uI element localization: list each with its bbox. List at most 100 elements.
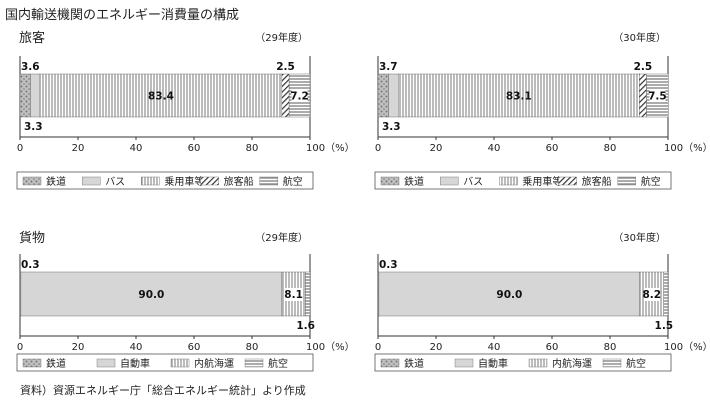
data-label: 90.0 — [138, 289, 164, 301]
data-label-bg — [291, 89, 308, 103]
bar-segment — [388, 73, 399, 118]
legend-label: バス — [463, 176, 483, 188]
legend-label: 航空 — [626, 357, 646, 370]
tick-label: 80 — [246, 143, 259, 154]
data-label: 8.2 — [642, 289, 661, 301]
bar-segment — [19, 73, 31, 118]
legend-label: 旅客船 — [224, 175, 254, 188]
tick-label: 40 — [488, 342, 501, 353]
legend-label: 航空 — [641, 175, 661, 188]
tick-label: 40 — [488, 143, 501, 154]
tick-label: 80 — [604, 342, 617, 353]
data-label: 83.4 — [148, 91, 174, 103]
legend-swatch — [380, 176, 400, 186]
tick-label: 100（%） — [664, 341, 710, 353]
legend: 鉄道 バス 乗用車等 旅客船 航空 — [16, 171, 314, 190]
data-label: 8.1 — [284, 289, 303, 301]
data-label: 3.7 — [379, 61, 398, 73]
bar-segment — [305, 271, 311, 317]
data-label: 2.5 — [276, 61, 295, 73]
legend-swatch — [96, 358, 116, 368]
legend-label: 航空 — [268, 357, 288, 370]
legend: 鉄道 バス 乗用車等 旅客船 航空 — [374, 171, 672, 190]
page-title: 国内輸送機関のエネルギー消費量の構成 — [5, 8, 240, 23]
legend-label: 内航海運 — [194, 357, 234, 370]
legend-swatch — [499, 176, 518, 186]
legend-swatch — [259, 176, 278, 186]
bar-segment — [281, 73, 290, 118]
data-label-bg — [285, 288, 302, 301]
legend-label: 航空 — [283, 175, 303, 188]
period-label: （30年度） — [613, 231, 666, 244]
section-label: 旅客 — [19, 30, 45, 46]
bar-segment — [20, 271, 283, 317]
chart-panel: （30年度） 0 20 40 60 80 100（%） 0.3 90.0 8.2 1.5 鉄道 自動車 内… — [374, 231, 710, 372]
data-label: 83.1 — [506, 91, 532, 103]
legend-swatch — [22, 176, 42, 186]
legend-swatch — [141, 176, 160, 186]
tick-label: 80 — [246, 342, 259, 353]
legend-label: 鉄道 — [404, 357, 424, 370]
legend-swatch — [380, 358, 400, 368]
source-note: 資料）資源エネルギー庁「総合エネルギー統計」より作成 — [20, 384, 306, 397]
legend-label: 内航海運 — [552, 357, 592, 370]
bar-segment — [378, 271, 641, 317]
tick-label: 60 — [546, 143, 559, 154]
legend-label: 乗用車等 — [522, 175, 562, 188]
tick-label: 0 — [375, 143, 381, 154]
tick-label: 100（%） — [306, 341, 355, 353]
legend: 鉄道 自動車 内航海運 航空 — [374, 353, 672, 372]
chart-panel: 貨物 （29年度） 0 20 40 60 80 100（%） 0.3 90.0 8.1 1.6 鉄道 自動… — [16, 230, 355, 372]
legend-swatch — [170, 358, 190, 368]
section-label: 貨物 — [19, 230, 45, 246]
legend-label: 鉄道 — [46, 357, 66, 370]
legend-swatch — [22, 358, 42, 368]
legend-swatch — [454, 358, 474, 368]
legend-label: 乗用車等 — [164, 175, 204, 188]
tick-label: 100（%） — [664, 142, 710, 154]
legend-label: 鉄道 — [46, 175, 66, 188]
legend-label: 自動車 — [478, 357, 508, 370]
data-label-bg — [643, 288, 660, 301]
legend-swatch — [617, 176, 636, 186]
tick-label: 0 — [17, 342, 23, 353]
bar-segment — [30, 73, 41, 118]
tick-label: 20 — [72, 342, 85, 353]
legend-box — [16, 353, 314, 372]
tick-label: 0 — [17, 143, 23, 154]
tick-label: 60 — [546, 342, 559, 353]
tick-label: 100（%） — [306, 142, 355, 154]
data-label: 2.5 — [634, 61, 653, 73]
chart-panel: （30年度） 0 20 40 60 80 100（%） 3.7 3.3 83.1 2.5 7.5 鉄道 バ… — [374, 31, 710, 190]
data-label-bg — [649, 89, 666, 103]
data-label: 7.5 — [648, 91, 667, 103]
period-label: （29年度） — [255, 31, 308, 44]
bar-segment — [663, 271, 669, 317]
tick-label: 60 — [188, 342, 201, 353]
data-label: 7.2 — [290, 91, 309, 103]
data-label: 0.3 — [379, 259, 398, 271]
legend-swatch — [440, 176, 459, 186]
bar-segment — [398, 73, 640, 118]
data-label: 3.3 — [382, 121, 401, 133]
tick-label: 80 — [604, 143, 617, 154]
data-label: 1.5 — [655, 320, 674, 332]
period-label: （30年度） — [613, 31, 666, 44]
bar-segment — [639, 73, 647, 118]
tick-label: 20 — [430, 342, 443, 353]
legend-label: 自動車 — [120, 357, 150, 370]
legend-label: バス — [105, 176, 125, 188]
period-label: （29年度） — [255, 231, 308, 244]
data-label: 1.6 — [296, 320, 315, 332]
data-label: 90.0 — [496, 289, 522, 301]
tick-label: 60 — [188, 143, 201, 154]
tick-label: 20 — [430, 143, 443, 154]
legend-label: 鉄道 — [404, 175, 424, 188]
legend-swatch — [200, 176, 219, 186]
data-label: 3.3 — [24, 121, 43, 133]
tick-label: 0 — [375, 342, 381, 353]
legend-swatch — [558, 176, 577, 186]
bar-segment — [39, 73, 283, 118]
legend-swatch — [602, 358, 622, 368]
